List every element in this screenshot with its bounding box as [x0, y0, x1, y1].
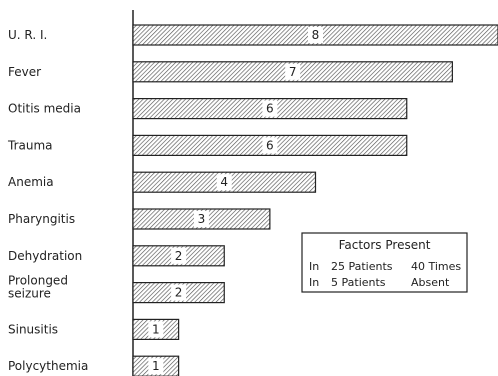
- bar-label-box-0: [308, 27, 323, 43]
- category-label-5: Pharyngitis: [8, 212, 75, 226]
- bar-label-box-2: [262, 100, 278, 117]
- category-label-1: Fever: [8, 65, 41, 79]
- bar-value-label-0: 8: [312, 28, 320, 42]
- bar-value-label-4: 4: [220, 175, 228, 189]
- category-label-7-line-0: Prolonged: [8, 274, 68, 288]
- legend-box: Factors Present In 25 Patients 40 Times …: [301, 232, 468, 293]
- legend-title: Factors Present: [339, 238, 431, 252]
- legend-line-2-prefix: In: [309, 276, 319, 289]
- bar-value-label-9: 1: [152, 359, 160, 373]
- bar-label-box-8: [148, 321, 164, 338]
- bar-label-box-3: [262, 137, 278, 154]
- category-label-7-line-1: seizure: [8, 287, 51, 301]
- legend-line-1-count: 40 Times: [411, 260, 461, 273]
- bar-label-box-7: [171, 284, 187, 301]
- legend-line-1-prefix: In: [309, 260, 319, 273]
- category-labels-group: U. R. I. Fever Otitis media Trauma Anemia Pha…: [7, 28, 88, 373]
- bar-value-label-7: 2: [175, 286, 183, 300]
- bar-label-box-1: [285, 63, 301, 80]
- bar-label-box-5: [193, 211, 209, 227]
- bar-value-label-6: 2: [175, 249, 183, 263]
- category-label-2: Otitis media: [8, 102, 81, 116]
- bar-value-label-8: 1: [152, 322, 160, 336]
- bar-value-label-2: 6: [266, 102, 274, 116]
- legend-line-2-patients: 5 Patients: [331, 276, 386, 289]
- category-label-3: Trauma: [7, 138, 53, 152]
- category-label-8: Sinusitis: [8, 322, 58, 336]
- bars-group: 8 7 6 6 4 3 2 2 1 1: [132, 24, 498, 376]
- bar-value-label-3: 6: [266, 138, 274, 152]
- category-label-4: Anemia: [8, 175, 54, 189]
- category-label-9: Polycythemia: [8, 359, 88, 373]
- legend-line-2-status: Absent: [411, 276, 450, 289]
- bar-value-label-5: 3: [198, 212, 206, 226]
- category-label-0: U. R. I.: [8, 28, 47, 42]
- legend-frame: [301, 232, 468, 293]
- bar-label-box-9: [148, 358, 164, 375]
- legend-line-1-patients: 25 Patients: [331, 260, 393, 273]
- bar-label-box-6: [171, 247, 187, 264]
- category-label-7: Prolonged seizure: [8, 274, 68, 301]
- bar-label-box-4: [216, 174, 232, 191]
- category-label-6: Dehydration: [8, 249, 82, 263]
- bar-value-label-1: 7: [289, 65, 297, 79]
